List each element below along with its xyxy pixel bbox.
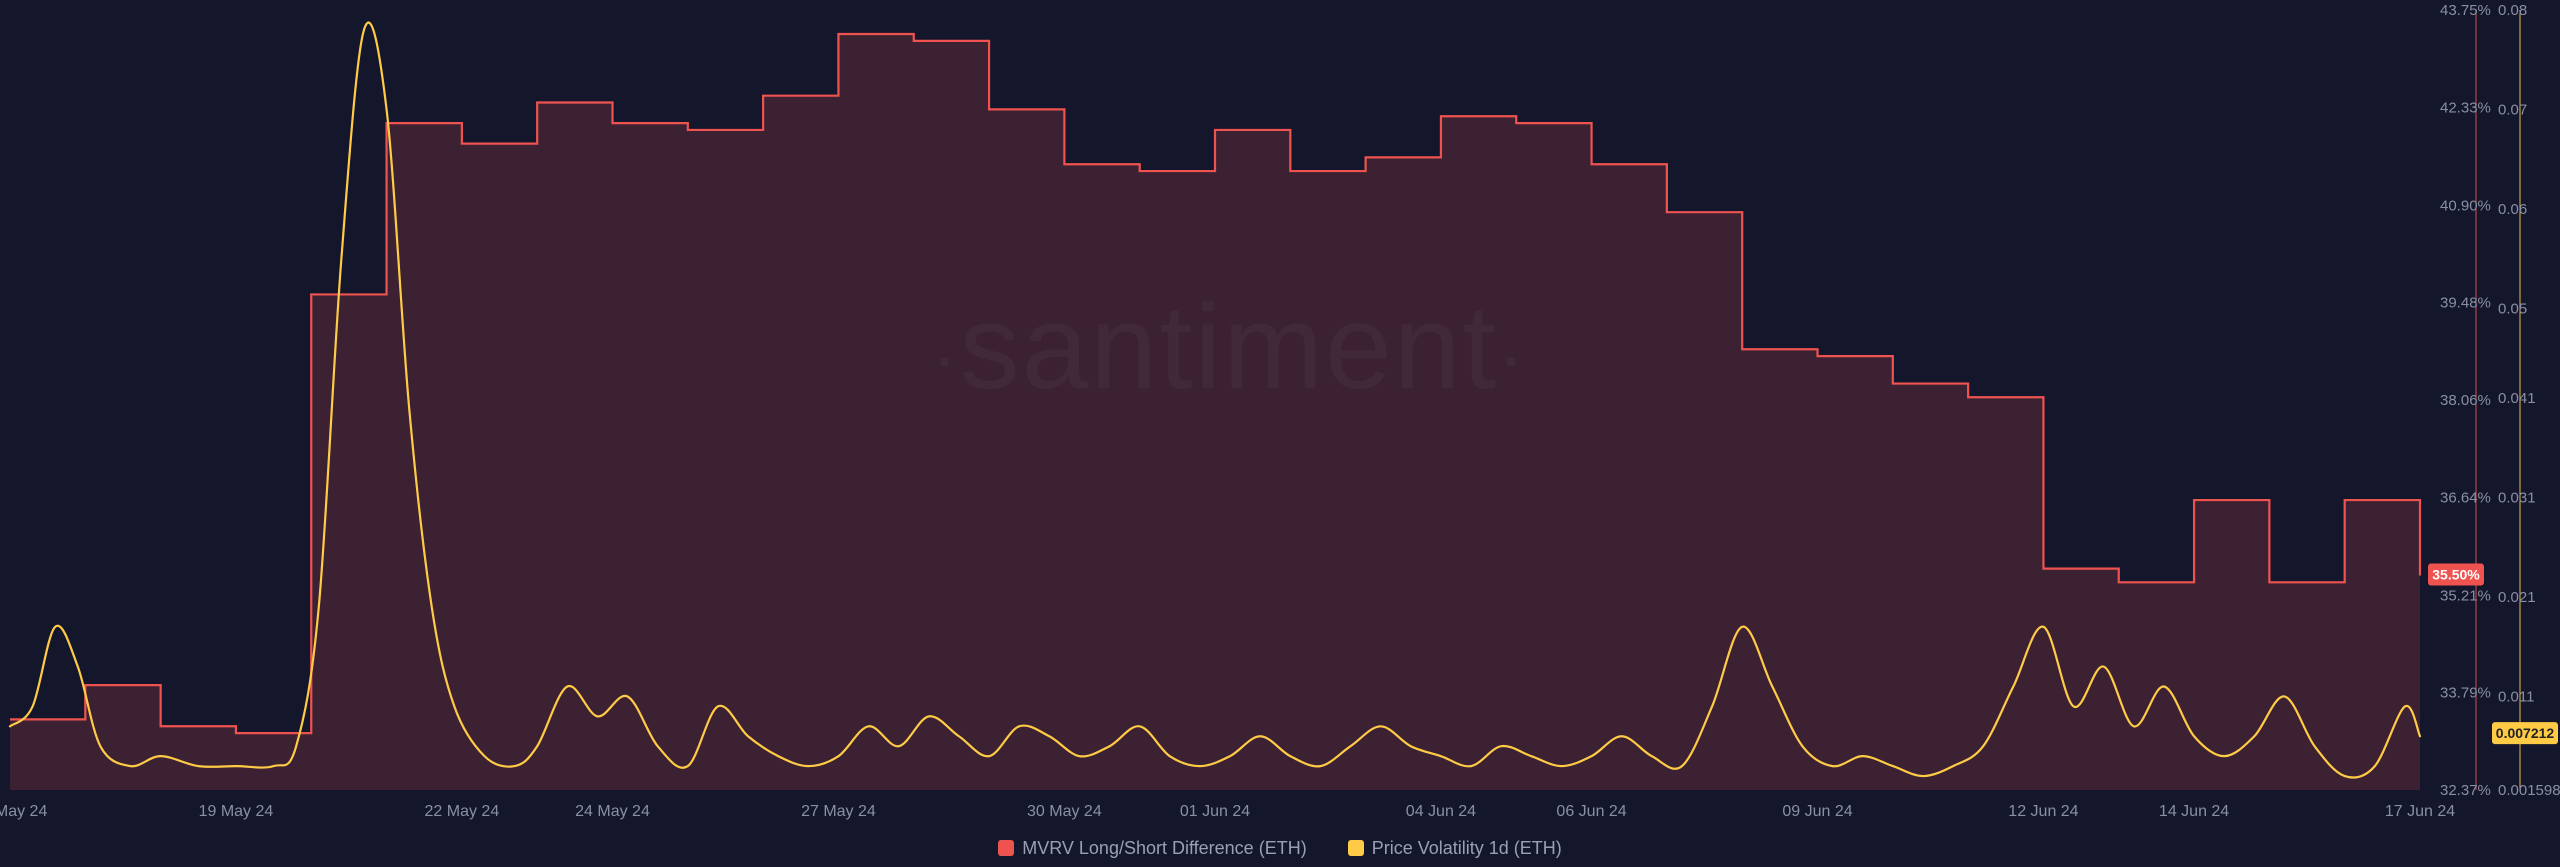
legend: MVRV Long/Short Difference (ETH) Price V… <box>0 838 2560 862</box>
x-tick-label: 12 Jun 24 <box>2008 803 2078 820</box>
x-tick-label: 14 Jun 24 <box>2159 803 2229 820</box>
legend-label-vol: Price Volatility 1d (ETH) <box>1372 838 1562 859</box>
vol-current-flag-text: 0.007212 <box>2496 725 2555 741</box>
chart-svg[interactable]: 16 May 24 19 May 24 22 May 24 24 May 24 27 M… <box>0 0 2560 867</box>
y-left-tick-label: 39.48% <box>2440 295 2491 312</box>
y-left-tick-label: 35.21% <box>2440 587 2491 604</box>
y-left-tick-label: 32.37% <box>2440 782 2491 799</box>
y-right-tick-label: 0.011 <box>2498 688 2534 705</box>
y-right-tick-label: 0.05 <box>2498 300 2527 317</box>
x-tick-label: 01 Jun 24 <box>1180 803 1250 820</box>
x-tick-label: 24 May 24 <box>575 803 650 820</box>
y-right-tick-label: 0.001598 <box>2498 782 2560 799</box>
legend-item-vol[interactable]: Price Volatility 1d (ETH) <box>1348 838 1562 859</box>
y-left-tick-label: 42.33% <box>2440 99 2491 116</box>
y-left-tick-label: 43.75% <box>2440 2 2491 19</box>
legend-item-mvrv[interactable]: MVRV Long/Short Difference (ETH) <box>998 838 1306 859</box>
y-right-tick-label: 0.08 <box>2498 2 2527 19</box>
chart-container: 16 May 24 19 May 24 22 May 24 24 May 24 27 M… <box>0 0 2560 867</box>
x-tick-label: 19 May 24 <box>199 803 274 820</box>
legend-label-mvrv: MVRV Long/Short Difference (ETH) <box>1022 838 1306 859</box>
x-tick-label: 30 May 24 <box>1027 803 1102 820</box>
y-right-tick-label: 0.031 <box>2498 489 2536 506</box>
x-tick-label: 22 May 24 <box>425 803 500 820</box>
y-left-tick-label: 33.79% <box>2440 685 2491 702</box>
y-left-tick-label: 36.64% <box>2440 489 2491 506</box>
y-right-tick-label: 0.06 <box>2498 201 2527 218</box>
legend-swatch-mvrv <box>998 840 1014 856</box>
y-left-tick-label: 38.06% <box>2440 392 2491 409</box>
y-right-tick-label: 0.041 <box>2498 390 2536 407</box>
y-right-tick-label: 0.07 <box>2498 101 2527 118</box>
mvrv-current-flag-text: 35.50% <box>2432 566 2480 582</box>
x-tick-label: 16 May 24 <box>0 803 47 820</box>
x-tick-label: 17 Jun 24 <box>2385 803 2455 820</box>
x-tick-label: 06 Jun 24 <box>1556 803 1626 820</box>
legend-swatch-vol <box>1348 840 1364 856</box>
y-left-tick-label: 40.90% <box>2440 197 2491 214</box>
y-right-tick-label: 0.021 <box>2498 589 2536 606</box>
x-tick-label: 09 Jun 24 <box>1782 803 1852 820</box>
x-tick-label: 04 Jun 24 <box>1406 803 1476 820</box>
x-tick-label: 27 May 24 <box>801 803 876 820</box>
